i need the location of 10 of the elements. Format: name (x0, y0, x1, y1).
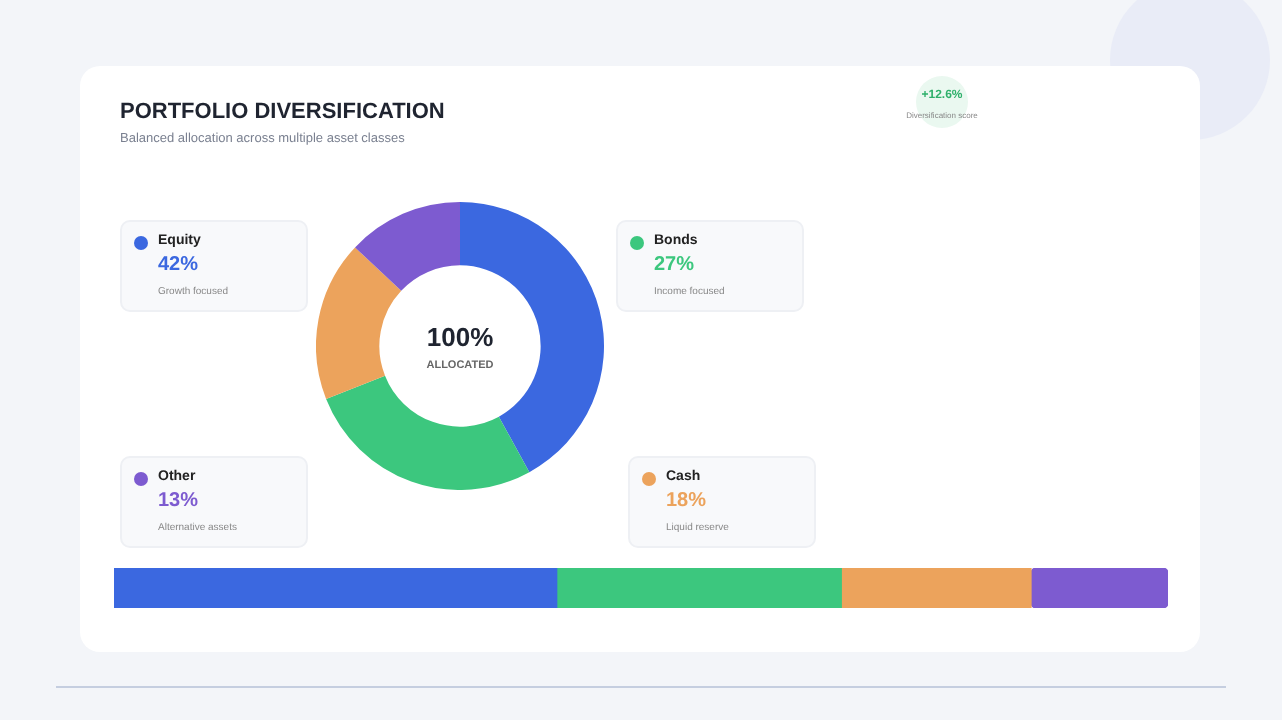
data-label: 42% (158, 254, 199, 276)
bar (1030, 568, 1168, 608)
data-label: 18% (666, 490, 707, 512)
bar (840, 568, 1032, 608)
data-label: 13% (158, 490, 199, 512)
text: 100% (424, 322, 496, 352)
bar (114, 568, 558, 608)
bar (556, 568, 842, 608)
data-label: 27% (654, 254, 695, 276)
chart-title: PORTFOLIO DIVERSIFICATION (120, 100, 445, 124)
